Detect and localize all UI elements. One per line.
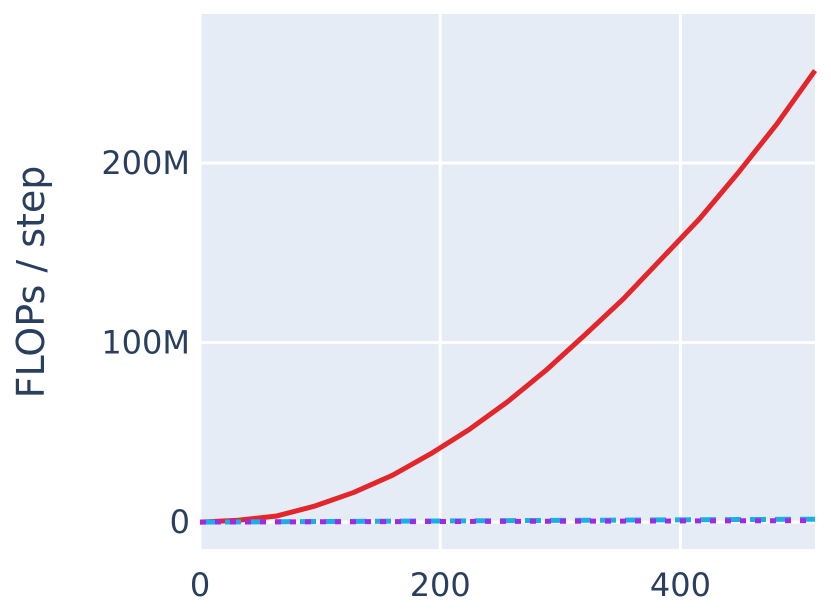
x-tick-label-1: 200 xyxy=(410,566,471,604)
y-axis-title: FLOPs / step xyxy=(9,166,53,399)
series-line-2 xyxy=(199,518,816,525)
x-tick-label-2: 400 xyxy=(650,566,711,604)
y-tick-label-0: 0 xyxy=(170,503,190,541)
x-axis-ticks: 0 200 400 xyxy=(190,566,711,604)
y-tick-label-1: 100M xyxy=(101,324,190,362)
series-line-0 xyxy=(199,69,818,525)
y-axis-ticks: 0 100M 200M xyxy=(101,144,190,541)
x-tick-label-0: 0 xyxy=(190,566,210,604)
series-layer xyxy=(199,69,818,525)
y-tick-label-2: 200M xyxy=(101,144,190,182)
plot-background xyxy=(200,14,815,549)
